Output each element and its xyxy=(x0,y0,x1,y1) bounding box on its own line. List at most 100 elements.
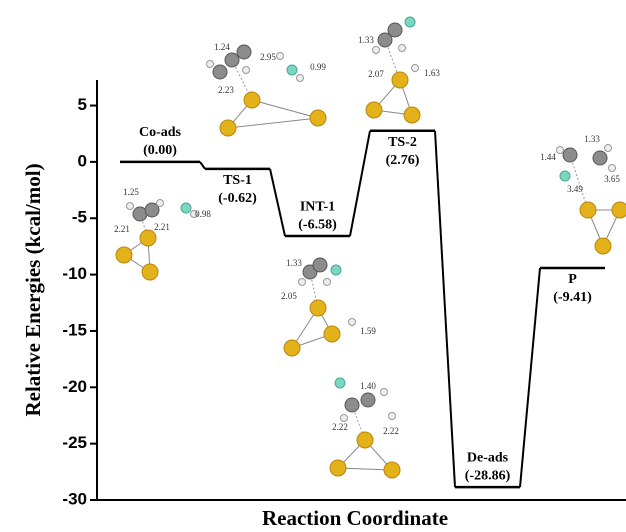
y-tick-label: -15 xyxy=(62,320,87,339)
value-label: (2.76) xyxy=(386,153,420,168)
hydrogen-atom xyxy=(381,389,388,396)
carbon-atom xyxy=(345,398,359,412)
state-label: De-ads xyxy=(467,450,509,465)
carbon-atom xyxy=(225,53,239,67)
hydrogen-atom xyxy=(324,279,331,286)
distance-label: 1.33 xyxy=(286,258,302,268)
value-label: (-6.58) xyxy=(298,217,337,232)
state-label: P xyxy=(568,272,577,287)
carbon-atom xyxy=(388,23,402,37)
distance-label: 1.40 xyxy=(360,381,376,391)
hydrogen-atom xyxy=(277,53,284,60)
hydrogen-atom xyxy=(605,145,612,152)
halogen-atom xyxy=(181,203,191,213)
distance-label: 1.33 xyxy=(358,35,374,45)
hydrogen-atom xyxy=(609,165,616,172)
halogen-atom xyxy=(331,265,341,275)
state-label: TS-2 xyxy=(388,135,417,150)
hydrogen-atom xyxy=(399,45,406,52)
state-label: Co-ads xyxy=(139,125,182,140)
sulfur-atom xyxy=(392,72,408,88)
carbon-atom xyxy=(593,151,607,165)
sulfur-atom xyxy=(612,202,626,218)
sulfur-atom xyxy=(244,92,260,108)
distance-label: 3.49 xyxy=(567,184,583,194)
hydrogen-atom xyxy=(341,415,348,422)
carbon-atom xyxy=(361,393,375,407)
sulfur-atom xyxy=(140,230,156,246)
distance-label: 2.22 xyxy=(332,422,348,432)
value-label: (-28.86) xyxy=(465,468,511,483)
sulfur-atom xyxy=(310,300,326,316)
carbon-atom xyxy=(213,65,227,79)
hydrogen-atom xyxy=(412,65,419,72)
distance-label: 1.25 xyxy=(123,187,139,197)
value-label: (-9.41) xyxy=(553,290,592,305)
x-axis-label: Reaction Coordinate xyxy=(262,506,448,530)
sulfur-atom xyxy=(284,340,300,356)
halogen-atom xyxy=(405,17,415,27)
distance-label: 1.63 xyxy=(424,68,440,78)
connector xyxy=(435,131,455,487)
y-tick-label: 0 xyxy=(78,151,87,170)
y-tick-label: -30 xyxy=(62,489,87,508)
chart: Relative Energies (kcal/mol) Reaction Co… xyxy=(0,0,626,532)
connector xyxy=(350,131,370,236)
sulfur-atom xyxy=(595,238,611,254)
bond-frame xyxy=(228,100,318,128)
halogen-atom xyxy=(335,378,345,388)
connector xyxy=(520,268,540,487)
hydrogen-atom xyxy=(157,200,164,207)
value-label: (-0.62) xyxy=(218,191,257,206)
hydrogen-atom xyxy=(557,147,564,154)
halogen-atom xyxy=(287,65,297,75)
sulfur-atom xyxy=(384,462,400,478)
y-tick-label: -20 xyxy=(62,377,87,396)
halogen-atom xyxy=(560,171,570,181)
distance-label: 2.21 xyxy=(114,224,130,234)
hydrogen-atom xyxy=(349,319,356,326)
hydrogen-atom xyxy=(299,279,306,286)
connector xyxy=(200,162,205,169)
distance-label: 2.05 xyxy=(281,291,297,301)
hydrogen-atom xyxy=(127,203,134,210)
connector xyxy=(270,169,285,236)
hydrogen-atom xyxy=(243,67,250,74)
y-tick-label: -5 xyxy=(72,208,87,227)
hydrogen-atom xyxy=(297,75,304,82)
sulfur-atom xyxy=(142,264,158,280)
sulfur-atom xyxy=(116,247,132,263)
distance-label: 1.33 xyxy=(584,134,600,144)
distance-label: 2.95 xyxy=(260,52,276,62)
value-label: (0.00) xyxy=(143,143,177,158)
sulfur-atom xyxy=(324,326,340,342)
sulfur-atom xyxy=(366,102,382,118)
distance-label: 3.65 xyxy=(604,174,620,184)
y-tick-label: -25 xyxy=(62,433,87,452)
hydrogen-atom xyxy=(389,413,396,420)
sulfur-atom xyxy=(357,432,373,448)
distance-label: 2.07 xyxy=(368,69,384,79)
distance-label: 1.44 xyxy=(540,152,556,162)
bond xyxy=(570,155,588,210)
distance-label: 1.24 xyxy=(214,42,230,52)
carbon-atom xyxy=(313,258,327,272)
distance-label: 2.22 xyxy=(383,426,399,436)
distance-label: 0.99 xyxy=(310,62,326,72)
y-tick-label: -10 xyxy=(62,264,87,283)
carbon-atom xyxy=(563,148,577,162)
distance-label: 0.98 xyxy=(195,209,211,219)
sulfur-atom xyxy=(580,202,596,218)
distance-label: 2.21 xyxy=(154,222,170,232)
sulfur-atom xyxy=(310,110,326,126)
y-axis-label: Relative Energies (kcal/mol) xyxy=(21,163,45,416)
state-label: TS-1 xyxy=(223,173,252,188)
state-label: INT-1 xyxy=(300,199,335,214)
hydrogen-atom xyxy=(373,47,380,54)
distance-label: 2.23 xyxy=(218,85,234,95)
carbon-atom xyxy=(237,45,251,59)
sulfur-atom xyxy=(404,107,420,123)
sulfur-atom xyxy=(220,120,236,136)
hydrogen-atom xyxy=(207,61,214,68)
y-tick-label: 5 xyxy=(78,95,87,114)
